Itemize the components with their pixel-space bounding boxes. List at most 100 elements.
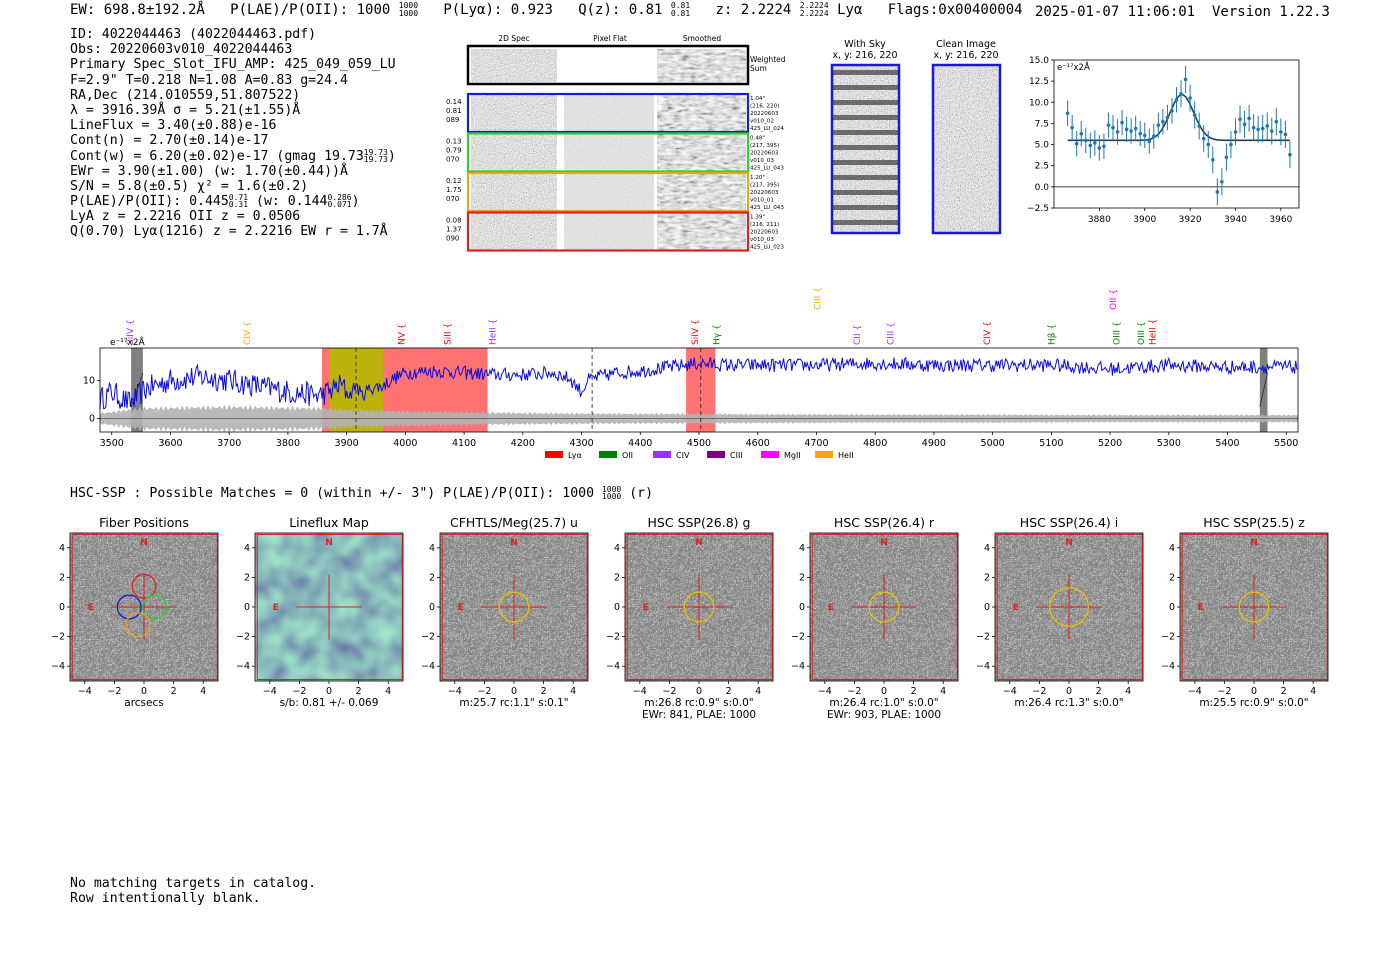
spectrum-x-tick-label: 3500 xyxy=(100,438,124,449)
panel-east: E xyxy=(1198,603,1204,613)
panel-y-tick-label: 4 xyxy=(799,543,805,554)
spectrum-x-tick-label: 5200 xyxy=(1098,438,1122,449)
sky-band xyxy=(833,160,898,165)
panel-y-tick-label: −4 xyxy=(421,661,435,672)
weighted-2d-spec xyxy=(471,49,557,82)
fiber-position-circle xyxy=(141,594,167,620)
imaging-panels: Fiber Positions N E −4 −4 −2 −2 0 0 2 2 4 4 arcsecs Li… xyxy=(51,515,1329,721)
panel-y-tick-label: 4 xyxy=(984,543,990,554)
sky-band xyxy=(833,175,898,180)
fit-data-point xyxy=(1192,113,1197,117)
fit-y-tick-label: 0.0 xyxy=(1035,183,1050,193)
fiber-left-label: 1.37 xyxy=(446,226,462,234)
fit-data-point xyxy=(1238,117,1242,121)
panel-x-tick-label: −4 xyxy=(1003,686,1017,697)
panel-x-tick-label: 4 xyxy=(200,686,206,697)
fiber-row-frame xyxy=(466,132,750,173)
panel-caption: m:26.4 rc:1.3" s:0.0" xyxy=(1014,697,1123,709)
fit-data-point xyxy=(1142,133,1147,138)
fit-data-point xyxy=(1265,124,1270,128)
fit-model-line xyxy=(1067,93,1290,142)
fit-data-point xyxy=(1210,157,1215,162)
imaging-panel: Lineflux Map N E −4 −4 −2 −2 0 0 2 2 4 4 s/b: 0.81 +/… xyxy=(236,515,404,709)
fit-data-point xyxy=(1161,119,1165,124)
sky-band xyxy=(833,70,898,75)
fit-data-point xyxy=(1269,129,1274,133)
panel-east: E xyxy=(1013,603,1019,613)
sky-band xyxy=(833,100,898,105)
header-summary: EW: 698.8±192.2Å P(LAE)/P(OII): 1000 100… xyxy=(70,2,1023,19)
panel-y-tick-label: −2 xyxy=(421,632,435,643)
legend-swatch xyxy=(545,451,563,458)
spectrum-line-label: SiIV { xyxy=(691,319,701,345)
panel-x-tick-label: 0 xyxy=(881,686,887,697)
panel-north: N xyxy=(510,538,518,548)
fit-data-point xyxy=(1070,125,1074,130)
legend-label: MgII xyxy=(784,451,801,460)
with-sky-frame xyxy=(830,63,901,235)
panel-caption: s/b: 0.81 +/- 0.069 xyxy=(280,697,379,709)
panel-box xyxy=(626,533,773,681)
header-plae: P(LAE)/P(OII): 1000 xyxy=(230,2,391,18)
fit-x-tick-label: 3960 xyxy=(1269,215,1292,225)
panel-x-tick-label: 2 xyxy=(726,686,732,697)
fiber-row-frame xyxy=(466,211,750,252)
info-primary: Primary Spec_Slot_IFU_AMP: 425_049_059_L… xyxy=(70,57,396,73)
panel-y-tick-label: −2 xyxy=(606,632,620,643)
info-ewr: EWr = 3.90(±1.00) (w: 1.70(±0.44))Å xyxy=(70,163,348,179)
spectrum-line-label: OII { xyxy=(1109,289,1119,310)
cutout-col-header: Pixel Flat xyxy=(593,34,627,43)
panel-box xyxy=(71,533,218,681)
panel-x-tick-label: −2 xyxy=(1217,686,1231,697)
panel-north: N xyxy=(1250,538,1258,548)
panel-x-tick-label: −2 xyxy=(847,686,861,697)
panel-x-tick-label: −2 xyxy=(107,686,121,697)
spectrum-line-label-text: OIII { xyxy=(1137,321,1147,345)
panel-x-tick-label: 2 xyxy=(1281,686,1287,697)
panel-y-tick-label: 4 xyxy=(1169,543,1175,554)
fiber-smoothed xyxy=(657,213,746,250)
weighted-label: Weighted xyxy=(750,55,786,64)
fiber-2d-spec xyxy=(471,134,557,171)
spectrum-x-tick-label: 3900 xyxy=(335,438,359,449)
panel-x-tick-label: 0 xyxy=(1251,686,1257,697)
fit-y-tick-label: 5.0 xyxy=(1035,141,1050,151)
fiber-left-label: 089 xyxy=(446,116,459,124)
cutout-col-header: 2D Spec xyxy=(498,34,529,43)
panel-x-tick-label: 4 xyxy=(940,686,946,697)
panel-x-tick-label: 4 xyxy=(570,686,576,697)
panel-y-tick-label: 2 xyxy=(1169,572,1175,583)
panel-caption: m:26.8 rc:0.9" s:0.0" xyxy=(644,697,753,709)
spectrum-line-label-text: OIII { xyxy=(1113,321,1123,345)
spectrum-x-tick-label: 4300 xyxy=(569,438,593,449)
spectrum-line-label-text: SiIV { xyxy=(691,319,701,345)
panel-east: E xyxy=(458,603,464,613)
spectrum-line-label: OIII { xyxy=(1137,321,1147,345)
imaging-panel: Fiber Positions N E −4 −4 −2 −2 0 0 2 2 4 4 arcsecs xyxy=(51,515,219,709)
info-radec: RA,Dec (214.010559,51.807522) xyxy=(70,87,301,103)
fit-data-point xyxy=(1165,115,1170,120)
panel-x-tick-label: −4 xyxy=(263,686,277,697)
panel-y-tick-label: 4 xyxy=(429,543,435,554)
info-contw-hi: 19.73 xyxy=(363,147,388,157)
fiber-row-frame xyxy=(466,171,750,213)
aperture-circle xyxy=(1049,587,1089,627)
fiber-pixel-flat xyxy=(564,134,654,171)
fit-data-point xyxy=(1174,97,1179,102)
fit-data-point xyxy=(1242,122,1247,127)
fiber-left-label: 0.12 xyxy=(446,177,462,185)
fit-data-point xyxy=(1279,130,1283,134)
spectrum-line-label: CIII { xyxy=(886,322,896,345)
fiber-smoothed xyxy=(657,174,746,210)
fiber-right-label: 1.39" xyxy=(750,215,765,221)
legend-label: HeII xyxy=(838,451,854,460)
panel-x-tick-label: 0 xyxy=(511,686,517,697)
panel-caption: m:25.7 rc:1.1" s:0.1" xyxy=(459,697,568,709)
legend-label: OII xyxy=(622,451,633,460)
panel-title: HSC SSP(26.8) g xyxy=(648,515,751,530)
aperture-circle xyxy=(1238,591,1270,623)
spectrum-y-tick-label: 10 xyxy=(83,375,95,386)
sky-band xyxy=(833,190,898,195)
info-contw-text: Cont(w) = 6.20(±0.02)e-17 (gmag 19.73 xyxy=(70,148,364,164)
